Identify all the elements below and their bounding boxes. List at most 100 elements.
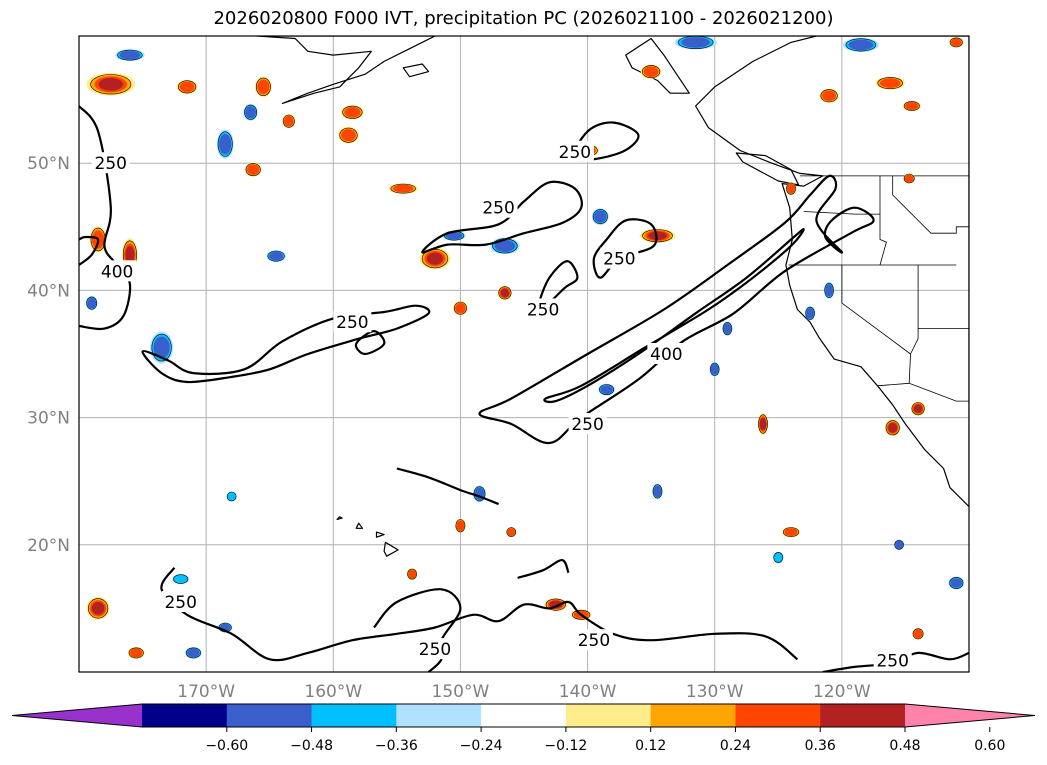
precip-positive-region	[913, 404, 923, 414]
precip-positive-region	[284, 115, 294, 127]
colorbar-segment	[142, 704, 228, 727]
lat-tick-label: 20°N	[27, 536, 70, 556]
lat-tick-label: 40°N	[27, 281, 70, 301]
contour-label: 250	[527, 300, 559, 320]
precip-negative-region	[653, 485, 662, 498]
precip-positive-region	[787, 183, 795, 194]
ivt-contour	[141, 304, 431, 384]
precip-negative-region	[87, 297, 97, 309]
ivt-contour	[517, 559, 570, 579]
contour-label-bg	[416, 638, 454, 660]
contour-label-bg	[647, 343, 686, 364]
colorbar-segment	[565, 704, 652, 727]
colorbar-tick-label: −0.36	[375, 738, 418, 754]
contour-label: 400	[101, 262, 133, 282]
coastline	[625, 37, 690, 94]
contour-label: 250	[482, 199, 514, 219]
colorbar-tick-label: 0.12	[635, 738, 666, 754]
precip-negative-region	[950, 578, 962, 588]
precip-positive-region	[341, 129, 356, 142]
precip-positive-region	[880, 78, 901, 88]
contour-label: 250	[95, 154, 127, 174]
contour-label-bg	[333, 311, 372, 333]
precip-positive-region	[257, 79, 270, 95]
contour-label: 250	[419, 640, 451, 660]
precip-positive-region	[130, 648, 143, 658]
precip-positive-region	[455, 302, 466, 314]
colorbar-segment	[735, 704, 821, 727]
precip-negative-region	[153, 336, 170, 359]
contour-label-bg	[91, 152, 130, 174]
contour-label: 250	[603, 250, 635, 270]
lon-tick-label: 170°W	[177, 682, 235, 702]
lon-tick-label: 130°W	[686, 682, 744, 702]
precip-negative-region	[848, 39, 874, 51]
colorbar-tick-label: −0.60	[205, 738, 248, 754]
contour-label: 250	[559, 143, 591, 163]
contour-label: 250	[578, 631, 610, 651]
ivt-contour	[79, 235, 100, 266]
lon-tick-label: 160°W	[304, 682, 362, 702]
ivt-contour	[373, 588, 462, 672]
precip-negative-region	[173, 574, 189, 584]
precip-positive-region	[913, 629, 923, 639]
colorbar-tick-label: 0.24	[720, 738, 751, 754]
contour-label: 250	[336, 313, 368, 333]
contour-label-bg	[524, 298, 563, 320]
precip-positive-region	[393, 184, 414, 193]
contour-label: 400	[650, 345, 682, 365]
contour-label-bg	[479, 196, 518, 218]
contour-label-bg	[555, 140, 594, 162]
precip-positive-region	[784, 528, 798, 537]
state-border	[803, 211, 887, 266]
contour-label-bg	[568, 412, 607, 434]
precip-negative-region	[494, 239, 515, 252]
colorbar-extend-high	[905, 704, 1035, 727]
precip-negative-region	[119, 50, 140, 60]
coastline	[336, 516, 343, 520]
colorbar-tick-label: −0.12	[544, 738, 587, 754]
precip-positive-region	[408, 569, 417, 579]
ivt-contour	[354, 330, 386, 356]
state-border	[910, 328, 919, 355]
precip-negative-region	[806, 308, 814, 319]
contour-label-bg	[98, 260, 137, 282]
precip-positive-region	[247, 164, 260, 175]
precip-positive-region	[759, 417, 767, 431]
precip-positive-region	[507, 528, 516, 536]
precip-positive-region	[822, 90, 836, 102]
contour-label-bg	[600, 247, 639, 269]
contour-label-bg	[873, 649, 912, 671]
ivt-contour	[543, 228, 805, 404]
precip-negative-region	[446, 231, 463, 240]
precip-negative-region	[594, 210, 607, 223]
ivt-contour	[396, 467, 500, 506]
lon-tick-label: 140°W	[559, 682, 617, 702]
coastline	[695, 36, 969, 508]
ivt-contour	[421, 180, 583, 254]
colorbar-segment	[820, 704, 906, 727]
ivt-contour	[478, 174, 875, 445]
coastline	[375, 531, 385, 538]
coastline	[383, 541, 399, 557]
colorbar-tick-label: 0.48	[889, 738, 920, 754]
colorbar-tick-label: 0.36	[805, 738, 836, 754]
precip-negative-region	[187, 648, 200, 658]
precip-positive-region	[549, 600, 563, 609]
precip-positive-region	[888, 422, 898, 433]
state-border	[892, 175, 969, 234]
colorbar-segment	[226, 704, 313, 727]
colorbar-outline	[11, 703, 1036, 728]
lon-tick-label: 150°W	[432, 682, 490, 702]
contour-label: 250	[164, 593, 196, 613]
precip-negative-region	[681, 37, 710, 48]
colorbar-segment	[311, 704, 397, 727]
precip-positive-region	[98, 77, 124, 91]
colorbar-segment	[650, 704, 736, 727]
coastline	[256, 36, 436, 104]
colorbar-tick-label: 0.60	[974, 738, 1005, 754]
precip-positive-region	[426, 252, 444, 265]
precip-positive-region	[91, 602, 105, 615]
precip-positive-region	[951, 38, 962, 47]
colorbar-extend-low	[12, 704, 142, 727]
